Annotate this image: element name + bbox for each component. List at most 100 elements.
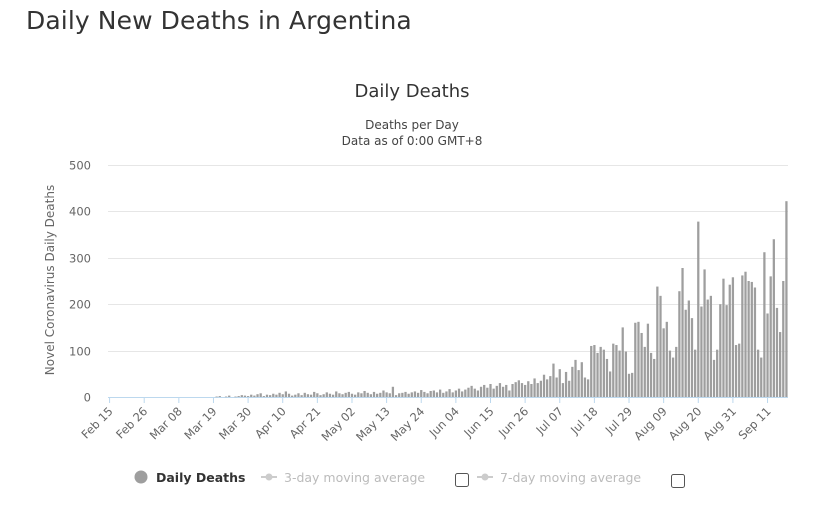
bar-daily-deaths[interactable]: [297, 393, 300, 397]
bar-daily-deaths[interactable]: [665, 321, 668, 397]
bar-daily-deaths[interactable]: [382, 390, 385, 398]
bar-daily-deaths[interactable]: [256, 394, 259, 397]
bar-daily-deaths[interactable]: [350, 393, 354, 397]
bar-daily-deaths[interactable]: [398, 393, 401, 397]
bar-daily-deaths[interactable]: [432, 390, 435, 398]
bar-daily-deaths[interactable]: [473, 388, 476, 397]
bar-daily-deaths[interactable]: [407, 393, 410, 397]
bar-daily-deaths[interactable]: [775, 307, 779, 397]
bar-daily-deaths[interactable]: [505, 384, 508, 397]
bar-daily-deaths[interactable]: [659, 295, 662, 397]
bar-daily-deaths[interactable]: [394, 395, 398, 397]
bar-daily-deaths[interactable]: [785, 201, 788, 397]
bar-daily-deaths[interactable]: [287, 393, 291, 397]
bar-daily-deaths[interactable]: [413, 391, 417, 397]
bar-daily-deaths[interactable]: [309, 394, 313, 397]
legend-item-daily-deaths[interactable]: Daily Deaths: [134, 470, 246, 485]
bar-daily-deaths[interactable]: [448, 389, 451, 397]
checkbox-3-day-average[interactable]: [455, 473, 469, 487]
bar-daily-deaths[interactable]: [747, 281, 750, 397]
bar-daily-deaths[interactable]: [706, 299, 709, 397]
bar-daily-deaths[interactable]: [442, 392, 445, 397]
bar-daily-deaths[interactable]: [328, 393, 332, 397]
bar-daily-deaths[interactable]: [520, 383, 524, 397]
bar-daily-deaths[interactable]: [602, 349, 605, 397]
bar-daily-deaths[interactable]: [489, 384, 492, 397]
bar-daily-deaths[interactable]: [668, 350, 672, 397]
checkbox-7-day-average[interactable]: [671, 474, 685, 488]
bar-daily-deaths[interactable]: [486, 387, 489, 397]
bar-daily-deaths[interactable]: [530, 384, 533, 397]
bar-daily-deaths[interactable]: [760, 357, 763, 397]
bar-daily-deaths[interactable]: [539, 380, 543, 397]
bar-daily-deaths[interactable]: [300, 395, 303, 397]
bar-daily-deaths[interactable]: [420, 390, 423, 397]
bar-daily-deaths[interactable]: [722, 278, 725, 397]
bar-daily-deaths[interactable]: [284, 391, 288, 397]
bar-daily-deaths[interactable]: [240, 395, 243, 397]
bar-daily-deaths[interactable]: [492, 388, 495, 397]
bar-daily-deaths[interactable]: [454, 390, 458, 398]
bar-daily-deaths[interactable]: [237, 396, 240, 397]
bar-daily-deaths[interactable]: [750, 281, 753, 397]
bars[interactable]: [215, 201, 788, 398]
bar-daily-deaths[interactable]: [643, 346, 646, 397]
bar-daily-deaths[interactable]: [372, 391, 376, 397]
bar-daily-deaths[interactable]: [423, 391, 426, 397]
bar-daily-deaths[interactable]: [766, 313, 769, 397]
bar-daily-deaths[interactable]: [369, 394, 373, 397]
bar-daily-deaths[interactable]: [429, 390, 432, 397]
bar-daily-deaths[interactable]: [215, 396, 218, 398]
bar-daily-deaths[interactable]: [687, 300, 690, 397]
bar-daily-deaths[interactable]: [354, 394, 357, 397]
bar-daily-deaths[interactable]: [426, 393, 429, 397]
bar-daily-deaths[interactable]: [756, 349, 760, 397]
bar-daily-deaths[interactable]: [388, 393, 391, 397]
bar-daily-deaths[interactable]: [599, 346, 602, 397]
bar-daily-deaths[interactable]: [495, 385, 498, 397]
bar-daily-deaths[interactable]: [555, 377, 558, 397]
bar-daily-deaths[interactable]: [265, 394, 269, 397]
bar-daily-deaths[interactable]: [401, 392, 404, 397]
bar-daily-deaths[interactable]: [253, 395, 256, 397]
bar-daily-deaths[interactable]: [649, 352, 653, 397]
bar-daily-deaths[interactable]: [772, 239, 775, 397]
bar-daily-deaths[interactable]: [653, 358, 656, 397]
bar-daily-deaths[interactable]: [580, 362, 583, 397]
bar-daily-deaths[interactable]: [483, 384, 486, 397]
bar-daily-deaths[interactable]: [344, 392, 347, 397]
bar-daily-deaths[interactable]: [662, 328, 665, 397]
bar-daily-deaths[interactable]: [763, 252, 766, 397]
bar-daily-deaths[interactable]: [451, 392, 454, 397]
bar-daily-deaths[interactable]: [590, 345, 593, 397]
bar-daily-deaths[interactable]: [335, 391, 338, 397]
bar-daily-deaths[interactable]: [224, 396, 228, 398]
bar-daily-deaths[interactable]: [609, 371, 612, 397]
bar-daily-deaths[interactable]: [363, 390, 366, 397]
bar-daily-deaths[interactable]: [325, 392, 328, 397]
bar-daily-deaths[interactable]: [552, 363, 555, 397]
bar-daily-deaths[interactable]: [439, 389, 442, 397]
bar-daily-deaths[interactable]: [366, 392, 369, 397]
bar-daily-deaths[interactable]: [410, 392, 413, 397]
bar-daily-deaths[interactable]: [637, 321, 640, 397]
bar-daily-deaths[interactable]: [464, 389, 467, 397]
bar-daily-deaths[interactable]: [234, 396, 237, 398]
bar-daily-deaths[interactable]: [564, 371, 568, 397]
bar-daily-deaths[interactable]: [360, 393, 363, 397]
bar-daily-deaths[interactable]: [313, 391, 316, 397]
bar-daily-deaths[interactable]: [470, 385, 473, 397]
bar-daily-deaths[interactable]: [596, 352, 599, 397]
bar-daily-deaths[interactable]: [281, 394, 284, 397]
bar-daily-deaths[interactable]: [435, 392, 439, 397]
bar-daily-deaths[interactable]: [697, 221, 700, 397]
bar-daily-deaths[interactable]: [511, 384, 514, 397]
bar-daily-deaths[interactable]: [498, 383, 502, 397]
bar-daily-deaths[interactable]: [741, 275, 744, 397]
bar-daily-deaths[interactable]: [542, 374, 546, 397]
bar-daily-deaths[interactable]: [684, 309, 687, 397]
bar-daily-deaths[interactable]: [709, 295, 713, 397]
bar-daily-deaths[interactable]: [527, 381, 530, 397]
bar-daily-deaths[interactable]: [508, 390, 511, 398]
bar-daily-deaths[interactable]: [731, 277, 735, 397]
